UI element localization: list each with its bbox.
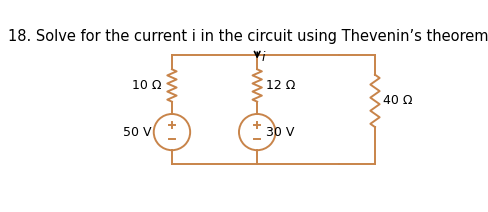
- Text: 10 Ω: 10 Ω: [131, 79, 161, 92]
- Text: 50 V: 50 V: [123, 126, 151, 139]
- Text: i: i: [261, 51, 264, 64]
- Text: 30 V: 30 V: [266, 126, 294, 139]
- Text: 12 Ω: 12 Ω: [266, 79, 295, 92]
- Text: 40 Ω: 40 Ω: [382, 94, 411, 107]
- Text: 18. Solve for the current i in the circuit using Thevenin’s theorem.: 18. Solve for the current i in the circu…: [8, 29, 488, 43]
